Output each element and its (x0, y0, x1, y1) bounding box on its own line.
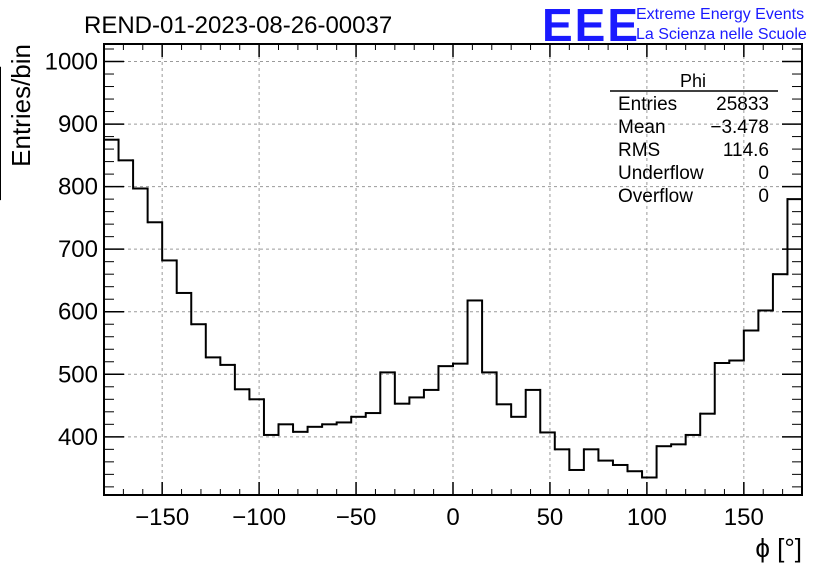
stats-value-entries: 25833 (716, 94, 769, 115)
x-tick-label: 100 (627, 504, 667, 531)
chart-title: REND-01-2023-08-26-00037 (84, 12, 392, 39)
x-tick-label: 50 (537, 504, 564, 531)
stats-value-underflow: 0 (758, 163, 769, 184)
stats-label-entries: Entries (618, 94, 677, 115)
y-axis-title: Entries/bin (6, 44, 36, 167)
logo-mark: EEE (542, 0, 640, 51)
y-tick-label: 900 (58, 111, 98, 138)
logo-line-2: La Scienza nelle Scuole (636, 26, 807, 43)
x-tick-label: 0 (446, 504, 459, 531)
stats-label-underflow: Underflow (618, 163, 704, 184)
x-axis-title: ϕ [°] (755, 533, 802, 563)
x-tick-label: −50 (336, 504, 377, 531)
y-tick-label: 1000 (45, 49, 98, 76)
histogram-series (0, 66, 802, 496)
x-tick-label: −100 (232, 504, 286, 531)
stats-value-overflow: 0 (758, 186, 769, 207)
eee-logo: EEE Extreme Energy Events La Scienza nel… (542, 0, 807, 51)
y-tick-label: 400 (58, 424, 98, 451)
stats-label-rms: RMS (618, 140, 660, 161)
stats-label-overflow: Overflow (618, 186, 693, 207)
axes: −150 −100 −50 0 50 100 150 400 500 600 700 800 900 10… (45, 43, 803, 531)
stats-box: Phi Entries 25833 Mean −3.478 RMS 114.6 … (610, 71, 778, 207)
x-tick-label: −150 (135, 504, 189, 531)
logo-line-1: Extreme Energy Events (636, 6, 804, 23)
stats-value-mean: −3.478 (710, 117, 769, 138)
stats-title: Phi (680, 71, 706, 91)
y-tick-label: 600 (58, 299, 98, 326)
grid-lines (104, 44, 802, 495)
y-tick-label: 500 (58, 361, 98, 388)
stats-value-rms: 114.6 (723, 140, 769, 161)
x-tick-label: 150 (724, 504, 764, 531)
y-tick-label: 700 (58, 236, 98, 263)
stats-label-mean: Mean (618, 117, 666, 138)
y-tick-label: 800 (58, 174, 98, 201)
